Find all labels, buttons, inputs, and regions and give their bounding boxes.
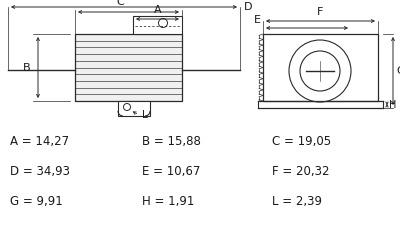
Text: A = 14,27: A = 14,27 xyxy=(10,134,69,147)
Circle shape xyxy=(300,51,340,91)
Text: H = 1,91: H = 1,91 xyxy=(142,194,194,207)
Text: C = 19,05: C = 19,05 xyxy=(272,134,331,147)
Text: B: B xyxy=(22,62,30,72)
Text: B = 15,88: B = 15,88 xyxy=(142,134,201,147)
Text: C: C xyxy=(117,0,124,7)
Text: E = 10,67: E = 10,67 xyxy=(142,165,200,178)
Circle shape xyxy=(289,40,351,102)
Text: D: D xyxy=(244,2,252,12)
Text: L = 2,39: L = 2,39 xyxy=(272,194,322,207)
Text: F = 20,32: F = 20,32 xyxy=(272,165,330,178)
Bar xyxy=(75,34,182,101)
Text: E: E xyxy=(254,15,261,25)
Text: D = 34,93: D = 34,93 xyxy=(10,165,70,178)
Text: F: F xyxy=(317,7,324,17)
Text: A: A xyxy=(154,5,161,15)
Text: G = 9,91: G = 9,91 xyxy=(10,194,63,207)
Text: H: H xyxy=(389,100,396,110)
Text: G: G xyxy=(396,66,400,76)
Circle shape xyxy=(158,18,168,27)
Circle shape xyxy=(124,104,130,111)
Text: L: L xyxy=(142,110,148,120)
Bar xyxy=(118,101,150,116)
Bar xyxy=(133,16,182,34)
Bar xyxy=(263,34,378,101)
